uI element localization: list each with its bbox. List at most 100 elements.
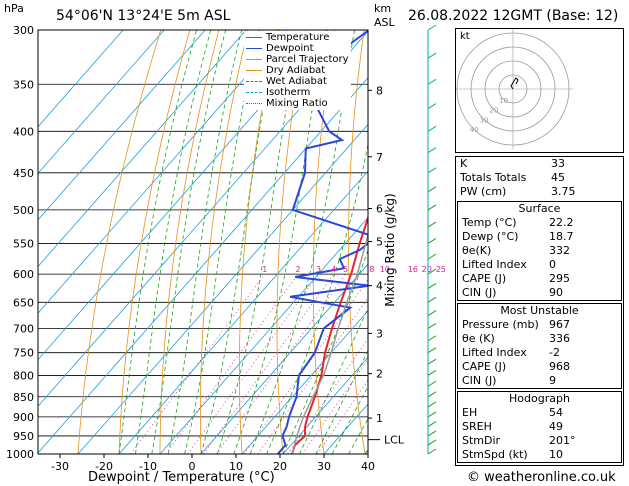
index-label: θe (K) [462,332,495,345]
index-row: EH 54 [458,406,621,420]
index-row: SREH 49 [458,420,621,434]
index-value: 201° [549,434,576,447]
index-value: 9 [549,374,556,387]
hodograph-ring-label: 40 [470,126,479,134]
km-tick: 6 [376,202,383,215]
wet-adiabat [233,30,326,454]
index-value: 45 [551,171,565,184]
isotherm [38,30,288,314]
wind-barb [427,24,437,31]
index-value: 90 [549,286,563,299]
index-value: 33 [551,157,565,170]
mixing-ratio-tick: 8 [369,265,374,274]
isotherm [282,356,368,454]
km-tick: 5 [376,236,383,249]
index-label: Totals Totals [460,171,527,184]
mixing-ratio-line [287,337,368,454]
index-value: 10 [549,448,563,461]
wind-barb [427,430,437,437]
mixing-ratio-tick: 2 [295,265,300,274]
index-label: CIN (J) [462,286,497,299]
dry-adiabat [626,30,629,454]
isotherm [241,310,368,454]
index-label: Temp (°C) [462,216,517,229]
wind-barb [427,147,437,154]
asl-label: ASL [374,16,395,29]
legend-swatch [246,36,262,38]
index-row: PW (cm) 3.75 [456,185,623,199]
wind-barb [427,322,437,329]
section-title: Most Unstable [500,304,579,317]
mixing-ratio-line [243,278,368,454]
km-tick: 4 [376,280,383,293]
temp-tick: 30 [317,460,331,473]
wet-adiabat [200,30,280,454]
index-row: θe(K) 332 [458,244,621,258]
legend-item: Isotherm [246,87,349,98]
index-label: θe(K) [462,244,492,257]
index-value: 22.2 [549,216,574,229]
index-row: Lifted Index 0 [458,258,621,272]
mixing-ratio-tick: 5 [343,265,348,274]
dry-adiabat [118,30,191,454]
wind-barb [427,439,437,446]
dry-adiabat [416,30,447,454]
lcl-label: LCL [384,434,405,447]
index-row: CAPE (J) 968 [458,360,621,374]
wind-barb [427,238,437,244]
legend-item: Wet Adiabat [246,76,349,87]
index-label: StmSpd (kt) [462,448,528,461]
hodograph-trace [510,77,519,90]
pressure-tick: 900 [13,411,34,424]
wind-barb [427,103,437,110]
index-label: EH [462,406,478,419]
wind-barb [427,380,437,387]
index-label: Lifted Index [462,258,527,271]
wind-barb [427,52,437,59]
wind-barb [427,283,437,289]
km-tick: 2 [376,368,383,381]
index-value: 967 [549,318,570,331]
index-row: CIN (J) 9 [458,374,621,388]
series-parcel-trajectory [291,232,368,454]
index-row: StmDir 201° [458,434,621,448]
mixing-ratio-tick: 16 [408,265,418,274]
legend-item: Temperature [246,32,349,43]
mixing-ratio-line [215,273,346,454]
isotherm [77,123,368,454]
pressure-tick: 800 [13,369,34,382]
x-axis-label: Dewpoint / Temperature (°C) [88,470,275,485]
mixing-ratio-tick: 10 [380,265,390,274]
wind-barb [427,391,437,398]
index-row: θe (K) 336 [458,332,621,346]
hodograph-ring-label: 10 [499,97,508,105]
hodograph-unit: kt [460,31,470,42]
legend-swatch [246,58,262,60]
wind-barb [427,401,437,408]
index-value: 295 [549,272,570,285]
index-value: 336 [549,332,570,345]
index-label: StmDir [462,434,501,447]
wind-barb [427,310,437,317]
footer-credit: © weatheronline.co.uk [467,470,616,485]
legend-item: Parcel Trajectory [246,54,349,65]
mixing-ratio-tick: 3 [316,265,321,274]
isotherm [200,263,368,454]
mixing-ratio-line [316,379,368,454]
index-label: SREH [462,420,492,433]
index-row: K 33 [456,157,623,171]
pressure-tick: 650 [13,296,34,309]
wind-barb [427,358,437,365]
index-row: Totals Totals 45 [456,171,623,185]
wind-barb [427,221,437,228]
legend-swatch [246,69,262,71]
legend-label: Dry Adiabat [266,65,326,76]
dry-adiabat [348,30,366,454]
index-value: 3.75 [551,185,576,198]
legend-swatch [246,91,262,93]
legend-item: Dry Adiabat [246,65,349,76]
most-unstable-section: Most Unstable Pressure (mb) 967 θe (K) 336 Li… [457,303,622,389]
wind-barb [427,448,437,455]
